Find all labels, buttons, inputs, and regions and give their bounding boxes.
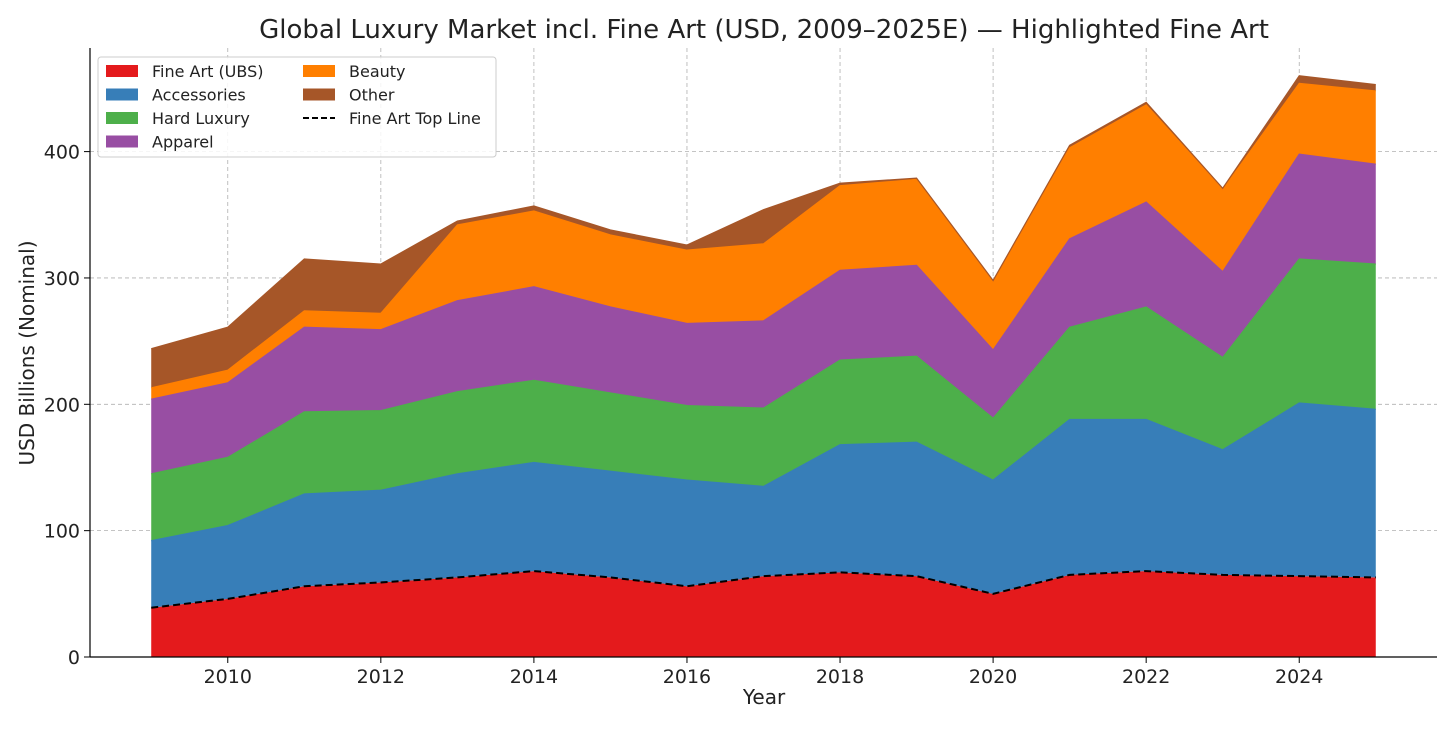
x-tick-label: 2024 [1275,666,1323,688]
legend-label: Other [349,86,395,105]
area-other [151,75,1376,388]
area-series [151,75,1376,657]
area-fine-art-ubs [151,571,1376,657]
x-tick-label: 2018 [816,666,864,688]
legend-label: Accessories [152,86,246,105]
x-tick-label: 2012 [357,666,405,688]
y-tick-label: 0 [68,647,80,669]
x-tick-label: 2016 [663,666,711,688]
legend-label: Fine Art (UBS) [152,62,263,81]
legend-swatch [106,112,138,124]
y-tick-label: 400 [44,142,80,164]
x-tick-label: 2010 [204,666,252,688]
legend-swatch [303,88,335,101]
x-axis-label: Year [742,685,786,709]
area-accessories [151,403,1376,608]
edge-hard-luxury [151,258,1376,475]
x-tick-label: 2020 [969,666,1017,688]
axes: 2010 2012 2014 2016 2018 2020 2022 2024 0 100 200 3… [44,48,1437,688]
legend-frame [97,56,497,158]
legend-label: Fine Art Top Line [349,109,481,128]
area-beauty [151,83,1376,400]
y-tick-label: 300 [44,268,80,290]
x-tick-label: 2022 [1122,666,1170,688]
legend-label: Hard Luxury [152,109,250,128]
legend-label: Apparel [152,133,214,152]
x-tick-label: 2014 [510,666,558,688]
area-hard-luxury [151,259,1376,541]
legend-label: Beauty [349,62,406,81]
legend-swatch [106,135,138,148]
series-edges [151,75,1376,609]
legend-swatch [106,65,138,77]
edge-apparel [151,153,1376,400]
legend: Fine Art (UBS) Accessories Hard Luxury Appa… [97,56,497,158]
edge-beauty [151,82,1376,389]
legend-swatch [303,65,335,77]
chart-title: Global Luxury Market incl. Fine Art (USD… [259,15,1269,45]
legend-swatch [106,88,138,101]
edge-accessories [151,402,1376,542]
y-axis-label: USD Billions (Nominal) [15,240,39,465]
fine-art-top-line [151,570,1376,609]
y-tick-label: 100 [44,521,80,543]
y-tick-label: 200 [44,394,80,416]
edge-other [151,75,1376,350]
